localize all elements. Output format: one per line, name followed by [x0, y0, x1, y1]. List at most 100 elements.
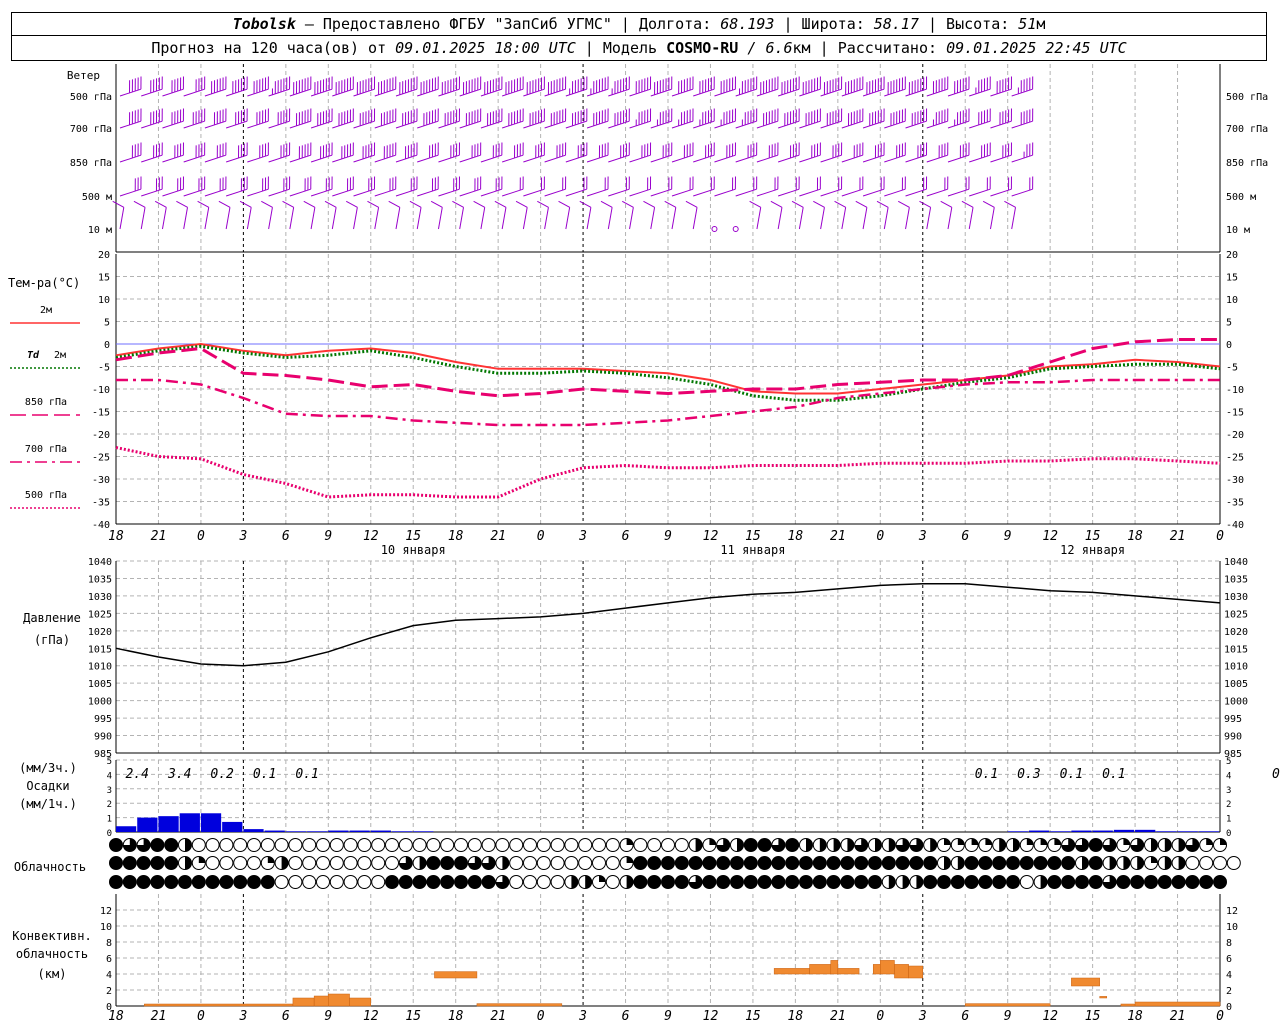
- wind-barb-feather: [574, 112, 576, 125]
- wind-barb-feather: [195, 79, 197, 92]
- cloud-symbol: [799, 838, 813, 852]
- wind-barb-feather: [683, 145, 685, 158]
- wind-barb-feather: [753, 143, 755, 157]
- wind-barb-feather: [195, 145, 197, 158]
- wind-barb-staff: [289, 120, 311, 129]
- cloud-symbol-ring: [412, 838, 427, 852]
- conv-tick-right: 2: [1226, 986, 1232, 997]
- wind-barb: [1004, 200, 1017, 230]
- wind-barb-feather: [368, 178, 370, 192]
- separator: |: [918, 15, 947, 33]
- wind-barb-feather: [665, 78, 667, 92]
- cloud-symbol: [1006, 838, 1020, 852]
- wind-barb-feather: [553, 80, 555, 93]
- conv-axis-label-2: облачность: [16, 947, 88, 961]
- wind-barb-half-feather: [1017, 87, 1019, 94]
- cloud-symbol: [412, 838, 427, 852]
- wind-barb-feather: [154, 200, 167, 208]
- day-label: 10 января: [381, 543, 446, 557]
- wind-barb-feather: [219, 110, 221, 124]
- wind-barb: [353, 142, 376, 163]
- wind-barb-staff: [140, 207, 146, 230]
- wind-barb-feather: [726, 111, 728, 124]
- wind-barb-feather: [153, 111, 155, 124]
- wind-barb-feather: [296, 113, 298, 126]
- wind-barb-staff: [777, 188, 800, 197]
- wind-barb-feather: [713, 142, 715, 156]
- cloud-symbol: [1144, 875, 1158, 889]
- wind-barb: [714, 76, 736, 97]
- wind-barb-feather: [628, 176, 630, 190]
- wind-barb-feather: [232, 81, 234, 94]
- cloud-symbol-fill: [1006, 875, 1020, 889]
- temp-tick-right: -5: [1226, 363, 1238, 374]
- wind-barb: [820, 76, 843, 97]
- cloud-symbol: [136, 856, 151, 870]
- wind-barb-staff: [289, 154, 311, 163]
- wind-barb: [862, 176, 885, 197]
- wind-barb: [813, 200, 825, 230]
- cloud-symbol-fill: [744, 875, 758, 889]
- wind-level-label-left: 10 м: [88, 225, 112, 236]
- wind-barb-staff: [204, 207, 210, 230]
- cloud-symbol: [219, 875, 234, 889]
- wind-barb-feather: [774, 143, 776, 157]
- wind-barb-feather: [359, 113, 361, 126]
- wind-barb-feather: [155, 110, 158, 124]
- wind-barb-feather: [723, 112, 725, 125]
- wind-barb-feather: [182, 142, 184, 156]
- cloud-symbol: [1075, 856, 1089, 870]
- wind-barb-feather: [395, 176, 397, 190]
- wind-barb-staff: [756, 207, 762, 230]
- cloud-symbol-fill: [888, 875, 896, 889]
- cloud-symbol-ring: [481, 838, 496, 852]
- wind-barb-feather: [556, 111, 558, 124]
- wind-barb: [162, 108, 184, 129]
- wind-barb-feather: [777, 176, 779, 190]
- cloud-symbol: [178, 838, 192, 852]
- cloud-symbol: [812, 875, 827, 889]
- wind-barb-feather: [819, 76, 821, 90]
- wind-barb-feather: [171, 80, 173, 93]
- cloud-symbol: [412, 856, 427, 870]
- wind-barb: [310, 176, 333, 197]
- cloud-symbol: [426, 875, 441, 889]
- wind-barb-feather: [219, 178, 221, 192]
- cloud-symbol-ring: [1019, 875, 1034, 889]
- wind-barb: [239, 200, 252, 230]
- wind-barb-feather: [1008, 109, 1010, 123]
- wind-barb-feather: [492, 111, 494, 124]
- wind-barb-feather: [897, 200, 910, 208]
- cloud-symbol-fill: [992, 875, 1006, 889]
- cloud-symbol: [288, 838, 303, 852]
- wind-barb-feather: [298, 112, 300, 125]
- conv-bar: [1134, 1001, 1221, 1007]
- cloud-symbol-fill: [1040, 875, 1048, 889]
- cloud-symbol-fill: [661, 875, 675, 889]
- wind-barb-feather: [140, 108, 142, 122]
- wind-barb-feather: [131, 79, 133, 92]
- wind-barb-staff: [565, 88, 587, 97]
- cloud-symbol-fill: [137, 856, 151, 870]
- wind-barb: [133, 200, 146, 230]
- wind-barb-feather: [978, 80, 980, 93]
- wind-barb-feather: [280, 111, 282, 124]
- wind-barb-feather: [484, 82, 486, 95]
- wind-barb-staff: [969, 88, 991, 97]
- precip-3h-total: 2.4: [125, 767, 148, 782]
- wind-barb-feather: [705, 111, 707, 124]
- wind-barb-staff: [693, 154, 715, 163]
- wind-barb-feather: [890, 81, 892, 94]
- wind-barb-feather: [522, 142, 524, 156]
- cloud-symbol: [937, 856, 951, 870]
- wind-barb: [268, 108, 291, 129]
- wind-barb: [1011, 76, 1034, 97]
- wind-barb-feather: [204, 76, 206, 90]
- wind-barb-staff: [629, 88, 651, 97]
- wind-barb-staff: [926, 120, 948, 129]
- hour-tick-label: 18: [788, 1009, 804, 1024]
- wind-barb-feather: [180, 177, 182, 191]
- wind-barb-staff: [735, 120, 757, 129]
- wind-barb-staff: [905, 120, 927, 129]
- cloud-symbol: [592, 875, 606, 889]
